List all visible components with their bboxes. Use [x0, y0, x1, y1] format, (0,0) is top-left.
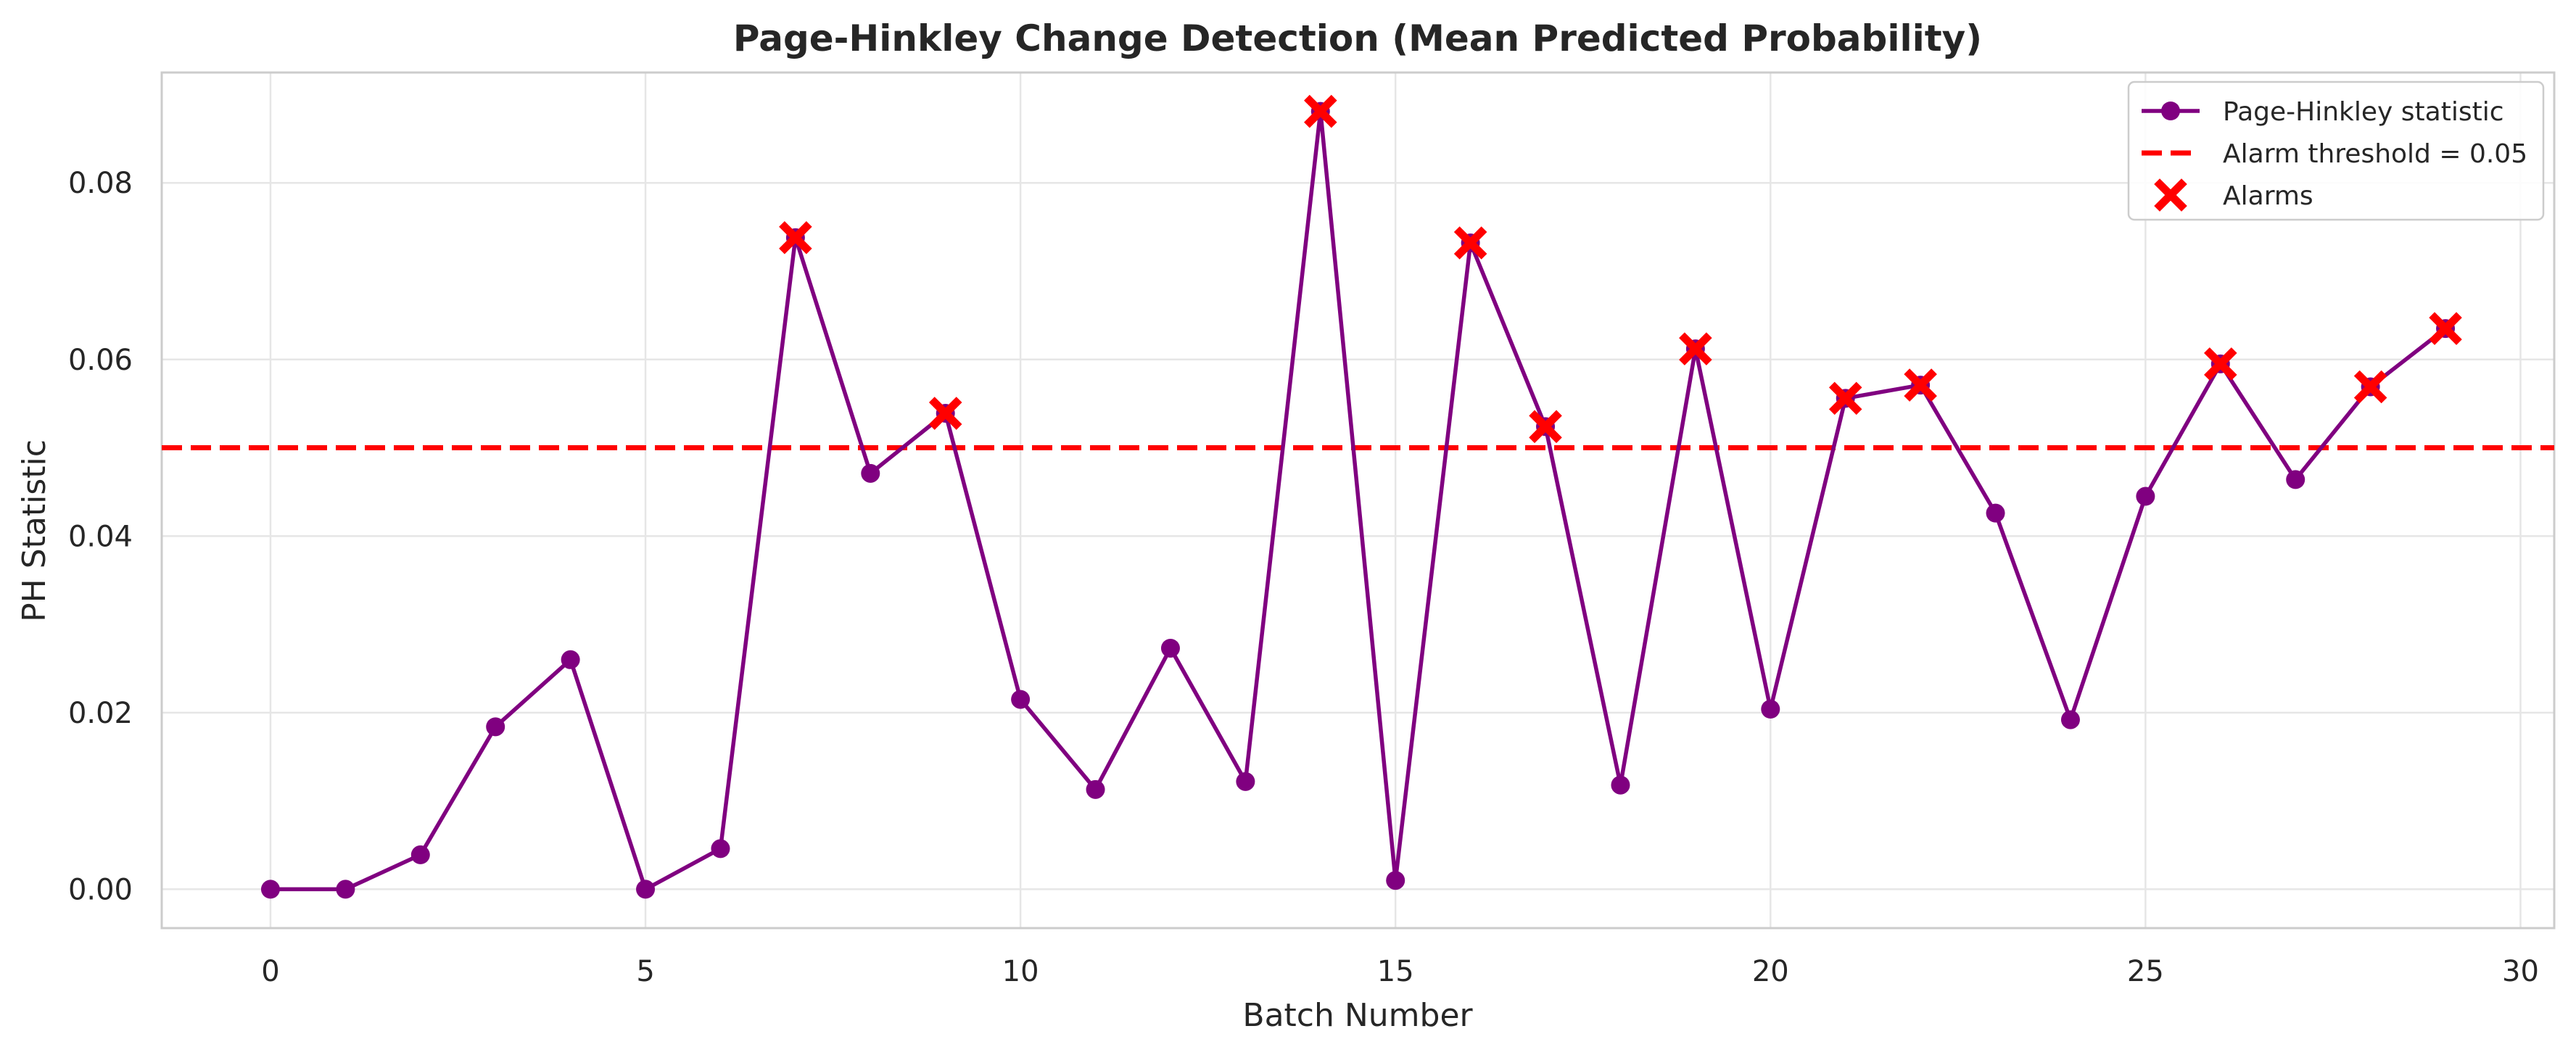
ph-statistic-point	[2136, 487, 2155, 506]
x-tick-label: 15	[1377, 955, 1414, 988]
legend-marker-alarms	[2154, 178, 2187, 212]
y-tick-label: 0.00	[68, 873, 133, 906]
ph-statistic-point	[1011, 690, 1031, 709]
plot-frame	[160, 71, 2556, 930]
ph-statistic-point	[2060, 710, 2080, 729]
alarm-marker	[1904, 368, 1937, 402]
x-tick-label: 0	[261, 955, 279, 988]
ph-statistic-point	[1386, 871, 1405, 890]
alarm-marker	[2204, 347, 2237, 381]
legend-marker-ph-statistic	[2161, 102, 2180, 120]
x-tick-label: 25	[2127, 955, 2164, 988]
ph-statistic-point	[2286, 470, 2305, 489]
y-tick-label: 0.04	[68, 520, 133, 553]
plot-area: 0 5 10 15 20 25 30 0.00 0.02 0.04 0.06 0.08	[68, 71, 2556, 988]
alarm-marker	[1304, 94, 1337, 128]
ph-statistic-point	[486, 717, 505, 737]
alarm-marker	[1453, 226, 1487, 260]
x-tick-label: 20	[1752, 955, 1789, 988]
ph-statistic-point	[1086, 779, 1105, 799]
legend-label: Page-Hinkley statistic	[2223, 97, 2504, 127]
x-axis-label: Batch Number	[1242, 997, 1473, 1034]
alarm-marker	[1529, 410, 1562, 444]
alarm-marker	[2353, 370, 2387, 404]
y-tick-label: 0.06	[68, 344, 133, 377]
alarm-marker	[928, 397, 962, 430]
ph-statistic-point	[1236, 771, 1255, 791]
y-axis-label: PH Statistic	[16, 439, 53, 622]
ph-statistic-point	[410, 845, 430, 864]
alarm-marker	[779, 220, 812, 255]
ph-statistic-point	[636, 880, 656, 899]
x-tick-label: 5	[636, 955, 654, 988]
ph-statistic-point	[260, 880, 280, 899]
ph-statistic-point	[561, 650, 580, 669]
chart-title: Page-Hinkley Change Detection (Mean Pred…	[733, 17, 1982, 59]
legend-label: Alarm threshold = 0.05	[2223, 139, 2527, 169]
ph-statistic-point	[336, 880, 355, 899]
ph-statistic-point	[1761, 699, 1780, 719]
y-tick-label: 0.02	[68, 697, 133, 730]
alarm-marker	[1828, 381, 1862, 415]
ph-statistic-point	[711, 839, 730, 859]
ph-statistic-point	[1986, 503, 2005, 523]
x-tick-label: 10	[1002, 955, 1039, 988]
legend-label: Alarms	[2223, 181, 2313, 211]
legend: Page-Hinkley statistic Alarm threshold = …	[2127, 80, 2545, 221]
y-tick-label: 0.08	[68, 167, 133, 200]
legend-box	[2127, 80, 2545, 221]
alarm-marker	[1679, 332, 1712, 365]
ph-statistic-line	[270, 109, 2447, 892]
ph-statistic-point	[1160, 638, 1180, 658]
ph-statistic-point	[861, 463, 880, 483]
ph-statistic-point	[1611, 775, 1630, 795]
x-tick-label: 30	[2502, 955, 2539, 988]
alarm-marker	[2429, 312, 2462, 345]
